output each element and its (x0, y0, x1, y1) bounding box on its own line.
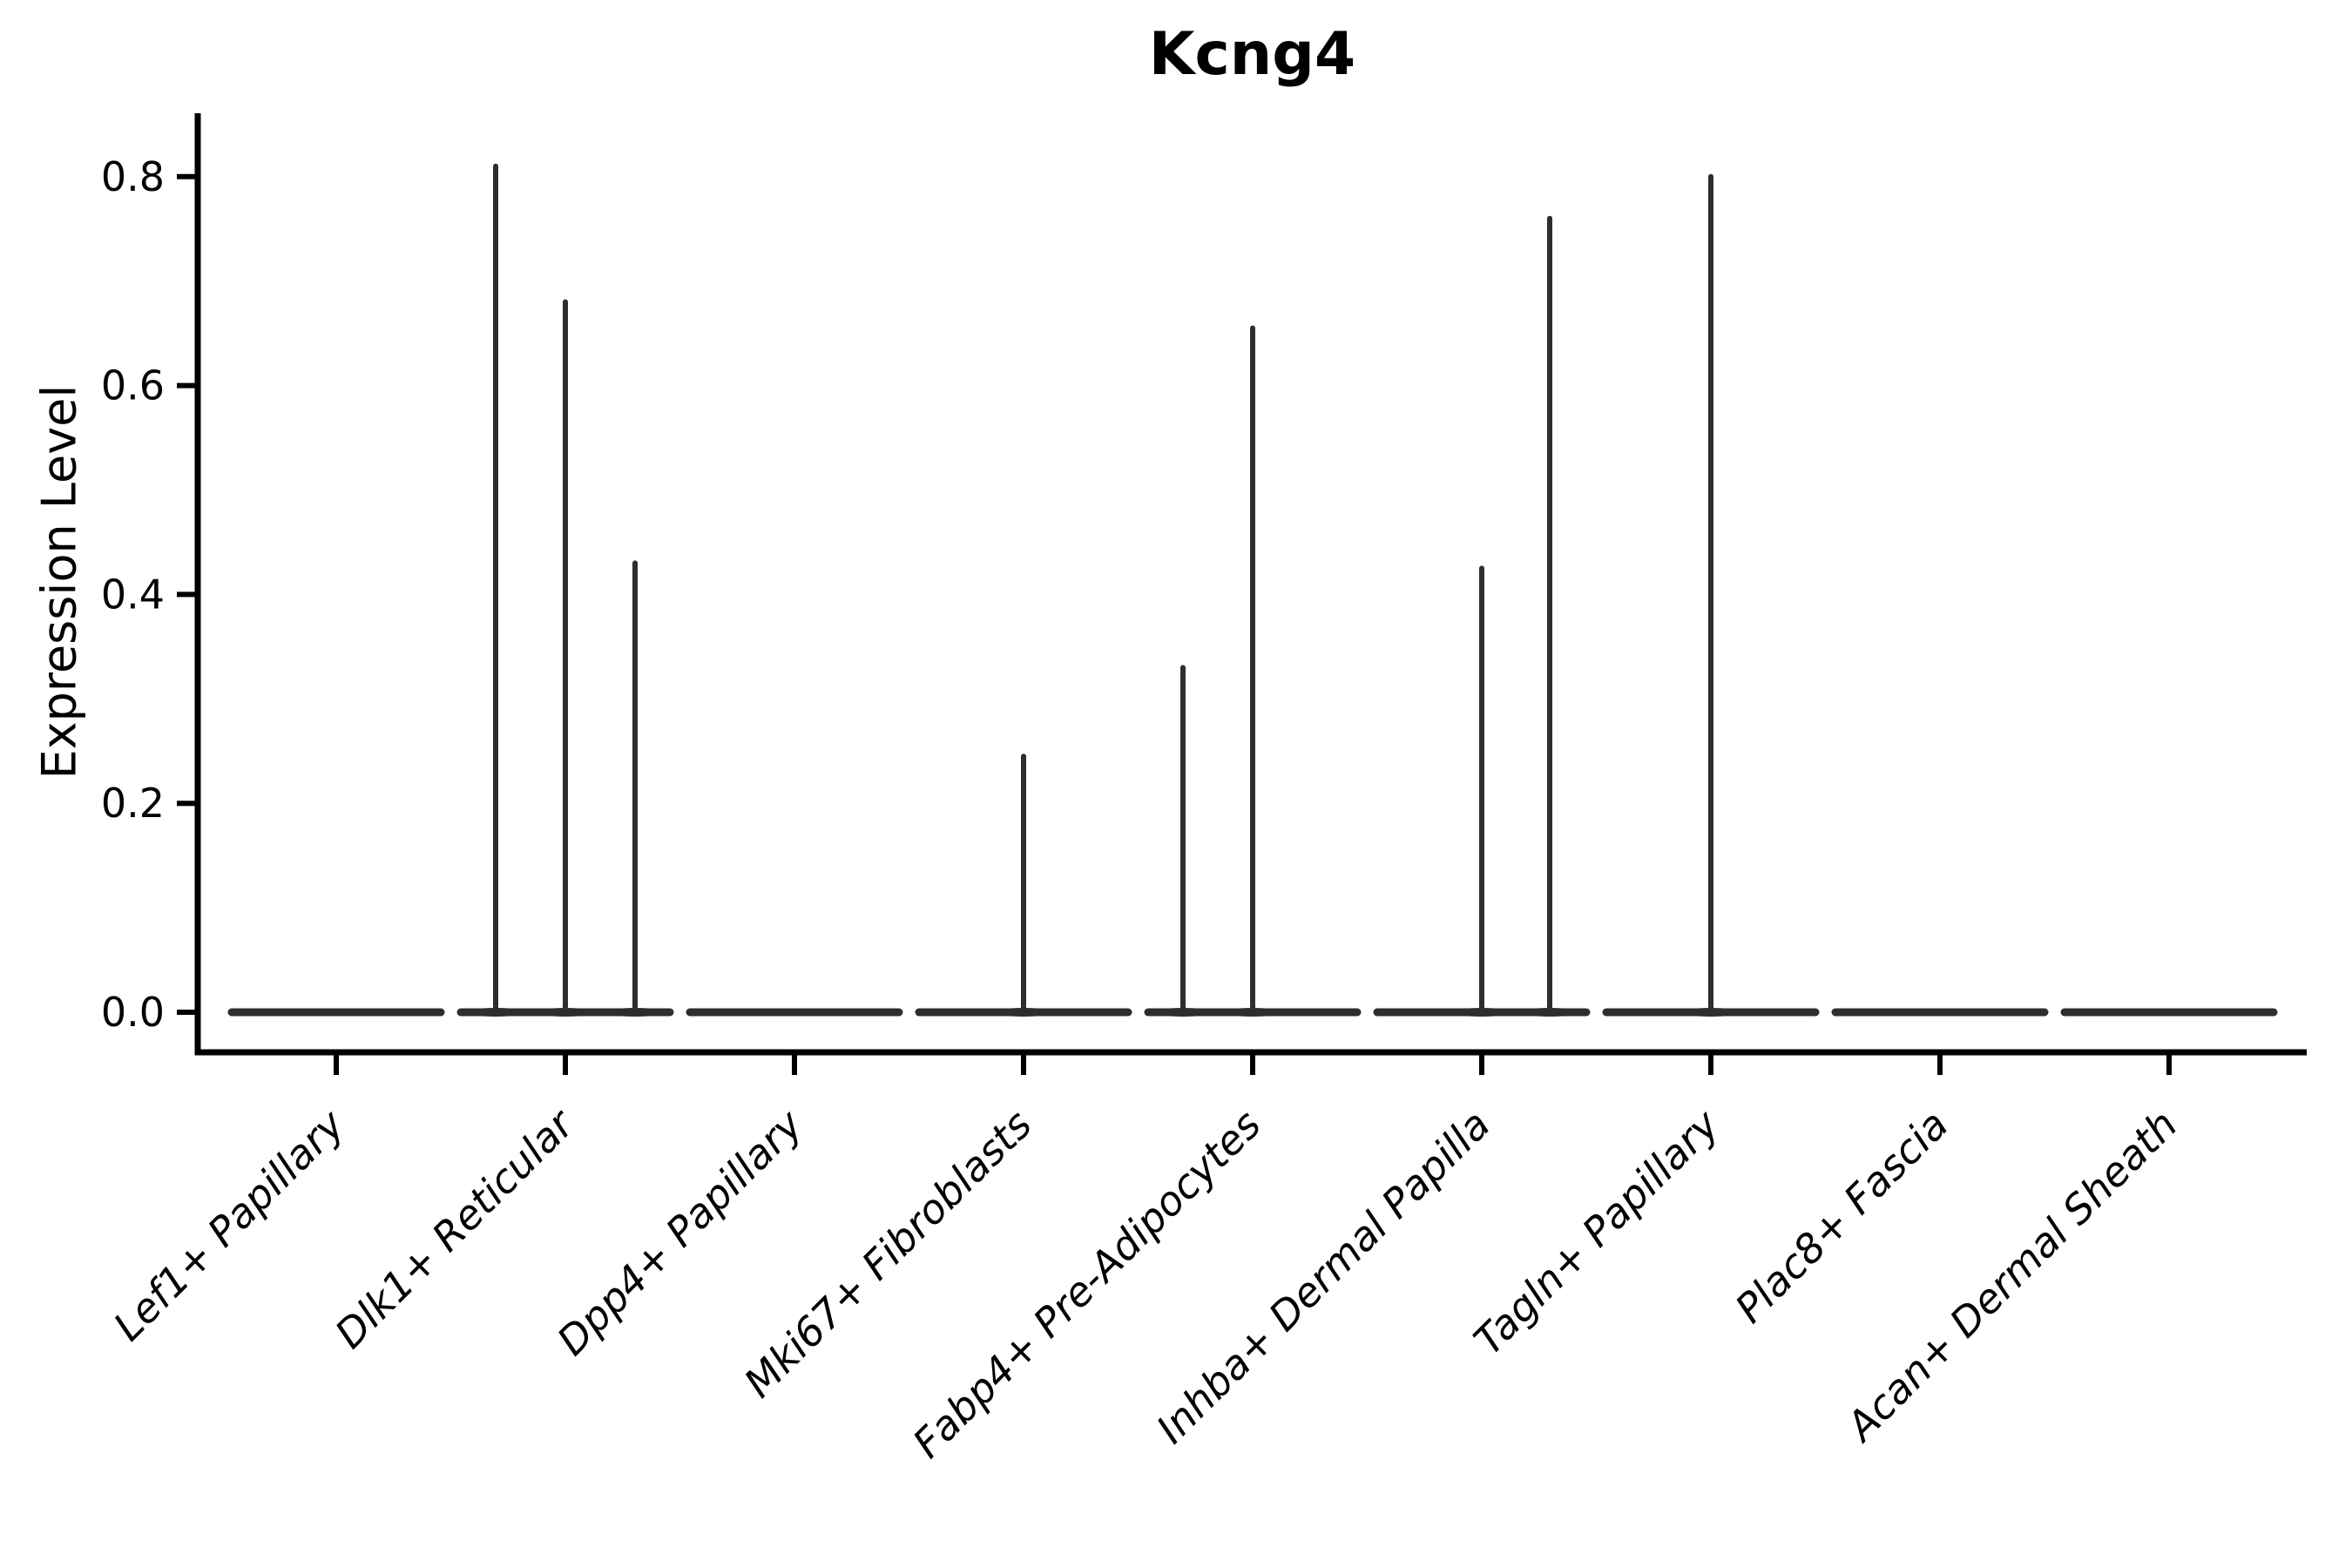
x-tick-label: Plac8+ Fascia (1726, 1101, 1957, 1332)
violin-spike-base (1520, 1008, 1579, 1017)
x-tick-label: Dpp4+ Papillary (548, 1100, 812, 1364)
violin-spike-base (1223, 1008, 1282, 1017)
x-tick-label: Dlk1+ Reticular (326, 1098, 585, 1357)
y-tick-label: 0.2 (101, 780, 165, 827)
x-tick-label: Lef1+ Papillary (105, 1100, 354, 1349)
violin-spike-base (466, 1008, 525, 1017)
violin-spike-base (605, 1008, 665, 1017)
plot-title: Kcng4 (1148, 20, 1356, 89)
violin-spike-base (1681, 1008, 1740, 1017)
y-tick-label: 0.6 (101, 362, 165, 409)
y-tick-label: 0.0 (101, 989, 165, 1036)
violin-spike-base (536, 1008, 595, 1017)
y-tick-label: 0.4 (101, 571, 165, 618)
violin-spike-base (1452, 1008, 1511, 1017)
violin-spike-base (1153, 1008, 1213, 1017)
y-tick-label: 0.8 (101, 153, 165, 200)
violin-spike-base (994, 1008, 1053, 1017)
x-tick-label: Tagln+ Papillary (1464, 1100, 1728, 1364)
